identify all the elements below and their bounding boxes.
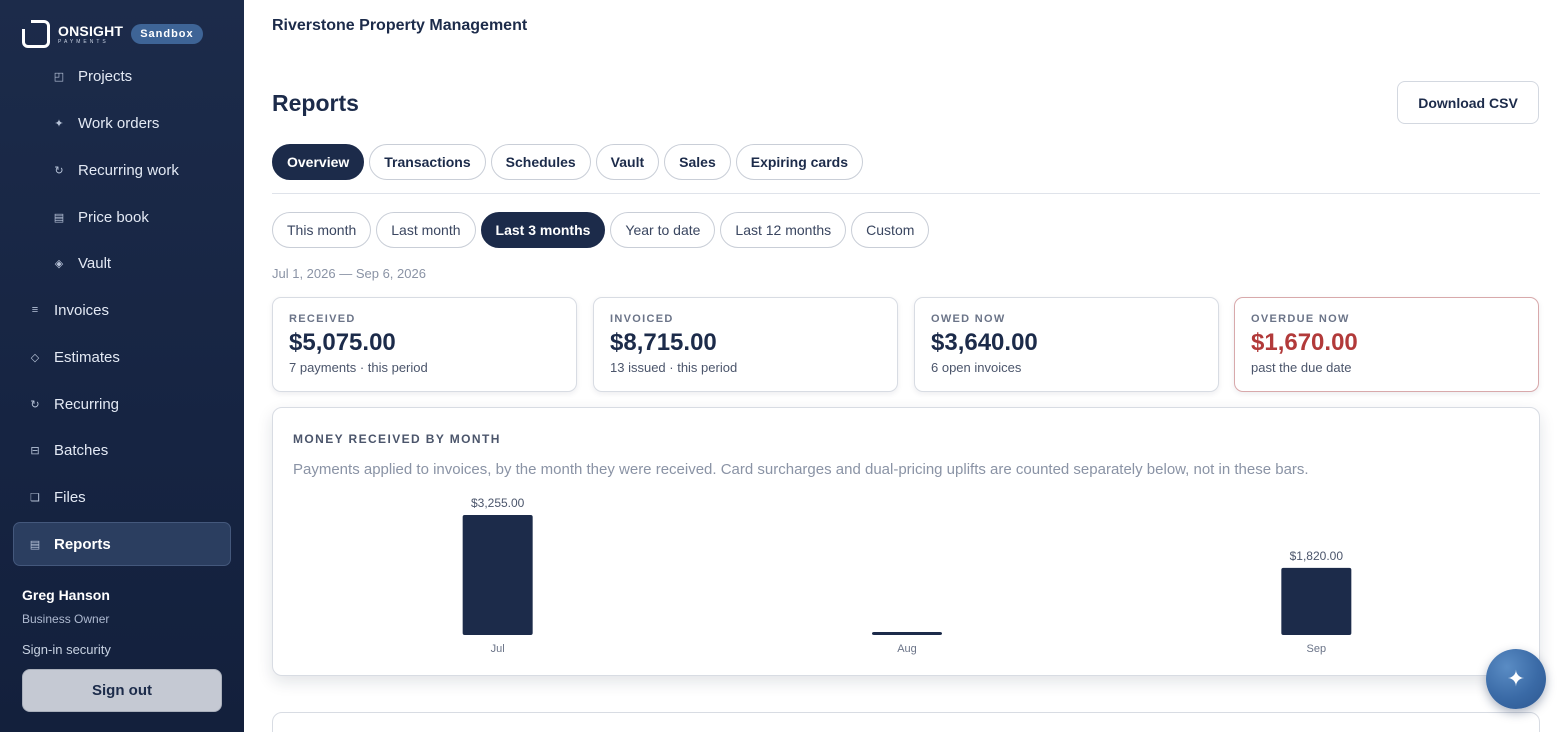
sign-out-button[interactable]: Sign out xyxy=(22,669,222,712)
sidebar-item-label: Batches xyxy=(54,441,109,459)
bar-jul[interactable] xyxy=(462,515,533,635)
stat-value: $1,670.00 xyxy=(1251,329,1358,356)
next-report-card xyxy=(272,712,1540,732)
chart-description: Payments applied to invoices, by the mon… xyxy=(293,461,1309,478)
sidebar-item-vault[interactable]: ◈ Vault xyxy=(52,242,232,284)
page-title: Reports xyxy=(272,90,359,116)
tab-sales[interactable]: Sales xyxy=(664,144,731,180)
x-tick-label: Jul xyxy=(491,643,505,655)
bar-sep[interactable] xyxy=(1281,567,1352,635)
download-csv-button[interactable]: Download CSV xyxy=(1397,81,1539,124)
stat-card-overdue-now: OVERDUE NOW $1,670.00 past the due date xyxy=(1234,297,1539,392)
refresh-icon: ↻ xyxy=(54,164,64,177)
money-received-bar-chart: Jul $3,255.00 Aug Sep $1,820.00 xyxy=(462,496,1352,655)
projects-icon: ◰ xyxy=(53,70,65,83)
sidebar-item-label: Price book xyxy=(78,208,149,226)
assistant-fab-button[interactable]: ✦ xyxy=(1486,649,1546,709)
sidebar-item-label: Estimates xyxy=(54,348,120,366)
brand-sub: PAYMENTS xyxy=(58,38,109,45)
money-received-chart-card: MONEY RECEIVED BY MONTH Payments applied… xyxy=(272,407,1540,676)
chart-title: MONEY RECEIVED BY MONTH xyxy=(293,432,501,446)
range-last-12-months[interactable]: Last 12 months xyxy=(720,212,847,248)
sparkle-icon: ✦ xyxy=(1506,666,1526,691)
date-range-text: Jul 1, 2026 — Sep 6, 2026 xyxy=(272,266,426,281)
sidebar-item-label: Reports xyxy=(54,535,111,553)
sign-in-security-link[interactable]: Sign-in security xyxy=(22,642,111,657)
sidebar-item-label: Files xyxy=(54,488,86,506)
sidebar-item-recurring[interactable]: ↻ Recurring xyxy=(28,383,228,425)
stat-value: $8,715.00 xyxy=(610,329,717,356)
stat-card-owed-now: OWED NOW $3,640.00 6 open invoices xyxy=(914,297,1219,392)
org-name: Riverstone Property Management xyxy=(272,17,528,34)
tabs-divider xyxy=(272,193,1540,194)
batches-icon: ⊟ xyxy=(30,444,40,457)
bar-value-label: $3,255.00 xyxy=(471,496,525,510)
recurring-icon: ↻ xyxy=(30,398,40,411)
diamond-icon: ◈ xyxy=(54,257,64,270)
stat-label: OVERDUE NOW xyxy=(1251,313,1350,325)
sidebar-item-files[interactable]: ❏ Files xyxy=(28,476,228,518)
stat-note: 13 issued · this period xyxy=(610,360,738,375)
sidebar-item-price-book[interactable]: ▤ Price book xyxy=(52,196,232,238)
stat-value: $5,075.00 xyxy=(289,329,396,356)
date-range-filters: This month Last month Last 3 months Year to… xyxy=(272,212,930,248)
sidebar-item-label: Recurring work xyxy=(78,161,179,179)
stat-note: past the due date xyxy=(1251,360,1352,375)
stat-card-received: RECEIVED $5,075.00 7 payments · this per… xyxy=(272,297,577,392)
bar-value-label: $1,820.00 xyxy=(1290,549,1344,563)
stat-value: $3,640.00 xyxy=(931,329,1038,356)
user-role: Business Owner xyxy=(22,612,110,626)
stat-note: 7 payments · this period xyxy=(289,360,428,375)
stat-label: RECEIVED xyxy=(289,313,356,325)
estimates-icon: ◇ xyxy=(30,351,40,364)
tab-overview[interactable]: Overview xyxy=(272,144,365,180)
sidebar-item-batches[interactable]: ⊟ Batches xyxy=(28,429,228,471)
reports-icon: ▤ xyxy=(29,538,41,551)
bar-aug[interactable] xyxy=(872,632,942,635)
env-badge: Sandbox xyxy=(131,24,203,44)
sidebar-item-projects[interactable]: ◰ Projects xyxy=(52,55,232,97)
brand[interactable]: ONSIGHT PAYMENTS Sandbox xyxy=(22,18,203,50)
tab-transactions[interactable]: Transactions xyxy=(369,144,486,180)
sidebar-item-label: Projects xyxy=(78,67,133,85)
tab-expiring-cards[interactable]: Expiring cards xyxy=(735,144,863,180)
range-custom[interactable]: Custom xyxy=(851,212,930,248)
sidebar-item-label: Work orders xyxy=(78,114,160,132)
book-icon: ▤ xyxy=(53,211,65,224)
stat-label: OWED NOW xyxy=(931,313,1006,325)
sidebar-item-invoices[interactable]: ≡ Invoices xyxy=(28,289,228,331)
sidebar-item-label: Recurring xyxy=(54,395,120,413)
range-year-to-date[interactable]: Year to date xyxy=(610,212,716,248)
stat-note: 6 open invoices xyxy=(931,360,1022,375)
files-icon: ❏ xyxy=(30,491,40,504)
sidebar-item-estimates[interactable]: ◇ Estimates xyxy=(28,336,228,378)
range-this-month[interactable]: This month xyxy=(272,212,372,248)
user-name: Greg Hanson xyxy=(22,587,110,603)
tab-vault[interactable]: Vault xyxy=(595,144,660,180)
sidebar: ONSIGHT PAYMENTS Sandbox ◰ Projects ✦ Wo… xyxy=(0,0,244,732)
sidebar-item-reports[interactable]: ▤ Reports xyxy=(13,522,231,566)
x-tick-label: Sep xyxy=(1307,643,1327,655)
sidebar-item-recurring-work[interactable]: ↻ Recurring work xyxy=(52,149,232,191)
brand-logo-icon xyxy=(22,20,50,48)
brand-text: ONSIGHT PAYMENTS xyxy=(58,24,123,45)
range-last-month[interactable]: Last month xyxy=(376,212,476,248)
report-tabs: Overview Transactions Schedules Vault Sales E… xyxy=(272,144,863,180)
x-tick-label: Aug xyxy=(897,643,917,655)
sidebar-item-label: Vault xyxy=(78,254,112,272)
stat-label: INVOICED xyxy=(610,313,674,325)
range-last-3-months[interactable]: Last 3 months xyxy=(480,212,606,248)
sparkle-icon: ✦ xyxy=(54,117,64,130)
sidebar-item-label: Invoices xyxy=(54,301,110,319)
brand-name: ONSIGHT xyxy=(58,22,124,39)
stat-card-invoiced: INVOICED $8,715.00 13 issued · this peri… xyxy=(593,297,898,392)
sidebar-item-work-orders[interactable]: ✦ Work orders xyxy=(52,102,232,144)
tab-schedules[interactable]: Schedules xyxy=(490,144,591,180)
invoices-icon: ≡ xyxy=(31,304,39,316)
